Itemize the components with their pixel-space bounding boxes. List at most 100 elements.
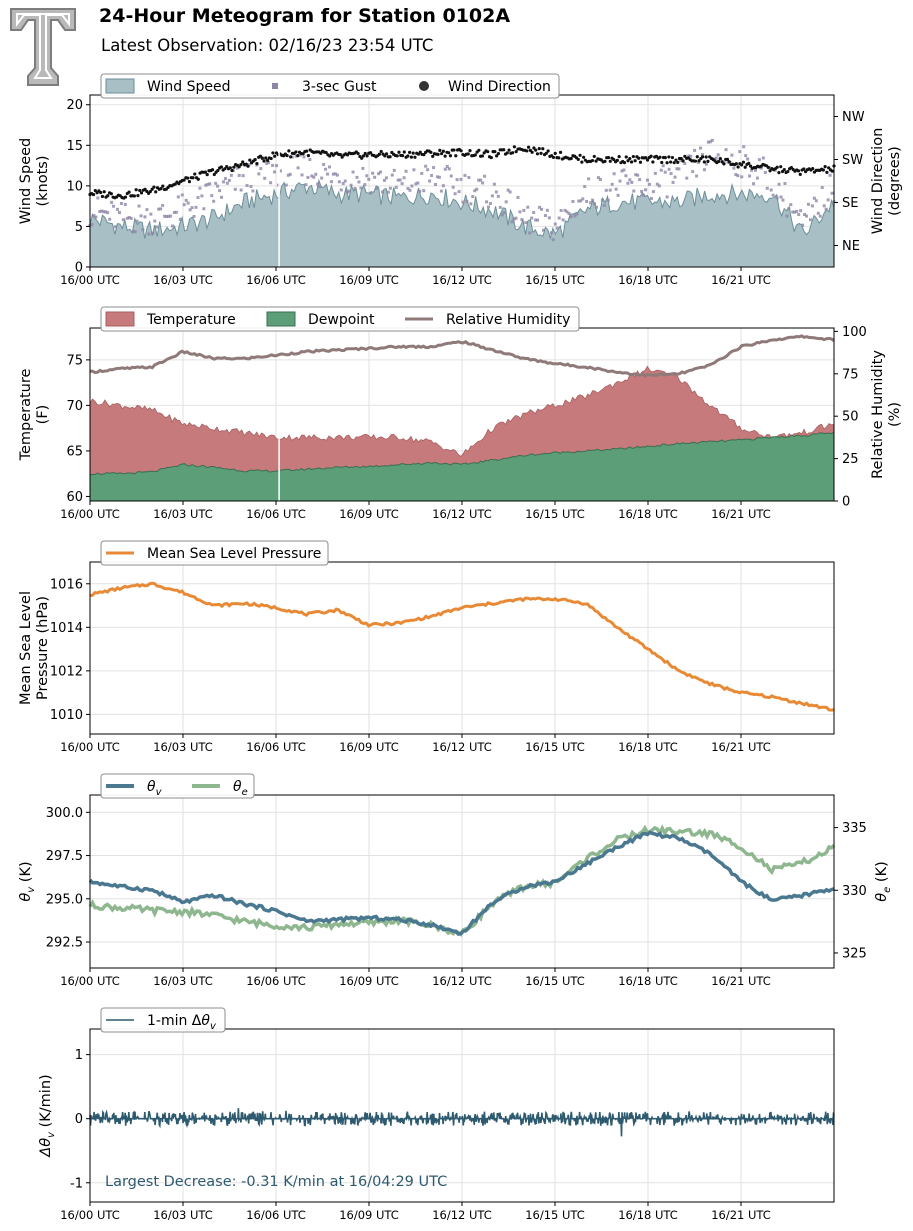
gust-point xyxy=(416,181,420,185)
gust-point xyxy=(386,190,390,194)
gust-point xyxy=(345,190,349,194)
direction-point xyxy=(182,178,186,182)
gust-point xyxy=(818,214,822,218)
gust-point xyxy=(306,175,310,179)
gust-point xyxy=(783,182,787,186)
direction-point xyxy=(649,154,653,158)
gust-point xyxy=(634,173,638,177)
y2-tick-label: 325 xyxy=(842,946,867,961)
direction-point xyxy=(727,160,731,164)
gust-point xyxy=(759,166,763,170)
gust-point xyxy=(540,207,544,211)
x-tick-label: 16/06 UTC xyxy=(246,974,306,988)
y2-tick-label: 25 xyxy=(842,452,859,467)
x-tick-label: 16/12 UTC xyxy=(432,974,492,988)
gust-point xyxy=(549,231,553,235)
series-mslp xyxy=(89,581,835,712)
direction-point xyxy=(674,158,678,162)
x-tick-label: 16/15 UTC xyxy=(525,974,585,988)
direction-point xyxy=(186,176,190,180)
gust-point xyxy=(644,188,648,192)
direction-point xyxy=(411,151,415,155)
gust-point xyxy=(512,217,516,221)
gust-point xyxy=(504,200,508,204)
gust-point xyxy=(777,182,781,186)
gust-point xyxy=(541,228,545,232)
direction-point xyxy=(258,154,263,158)
gust-point xyxy=(553,222,557,226)
direction-point xyxy=(377,152,382,156)
direction-point xyxy=(629,160,634,164)
gust-point xyxy=(216,184,220,188)
gust-point xyxy=(322,162,326,166)
direction-point xyxy=(608,159,612,163)
direction-point xyxy=(558,150,563,154)
direction-point xyxy=(701,155,705,159)
gust-point xyxy=(251,189,255,193)
gust-point xyxy=(369,191,373,195)
y-tick-label: 65 xyxy=(66,444,83,459)
gust-point xyxy=(793,210,797,214)
direction-point xyxy=(306,154,311,158)
direction-point xyxy=(328,154,332,158)
gust-point xyxy=(810,204,814,208)
gust-point xyxy=(161,203,165,207)
direction-point xyxy=(246,164,250,168)
gust-point xyxy=(602,203,606,207)
gust-point xyxy=(675,167,679,171)
gust-point xyxy=(167,214,171,218)
direction-point xyxy=(553,151,557,155)
y-axis-label: θv (K) xyxy=(18,861,37,901)
gust-point xyxy=(443,167,447,171)
gust-point xyxy=(532,211,536,215)
gust-point xyxy=(210,194,214,198)
gust-point xyxy=(170,224,174,228)
y-tick-label: 75 xyxy=(66,353,83,368)
direction-point xyxy=(452,148,456,152)
gust-point xyxy=(115,207,119,211)
gust-point xyxy=(92,214,96,218)
direction-point xyxy=(681,159,685,163)
series-wind-speed xyxy=(89,178,835,268)
direction-point xyxy=(239,163,243,167)
gust-point xyxy=(510,220,514,224)
direction-point xyxy=(289,155,293,159)
gust-point xyxy=(543,214,547,218)
direction-point xyxy=(287,149,291,153)
gust-point xyxy=(349,183,353,187)
direction-point xyxy=(665,161,669,165)
gust-point xyxy=(108,217,112,221)
gust-point xyxy=(343,179,347,183)
direction-point xyxy=(340,155,344,159)
y-tick-label: 10 xyxy=(66,179,83,194)
gust-point xyxy=(573,214,577,218)
gust-point xyxy=(182,203,186,207)
plot-frame xyxy=(89,1028,835,1203)
direction-point xyxy=(592,154,596,159)
gust-point xyxy=(457,190,461,194)
gust-point xyxy=(174,210,178,214)
direction-point xyxy=(448,154,453,158)
y-tick-label: 60 xyxy=(66,490,83,505)
gust-point xyxy=(269,181,273,185)
direction-point xyxy=(786,169,790,174)
gust-point xyxy=(481,181,485,185)
gust-point xyxy=(616,193,620,197)
gust-point xyxy=(667,167,671,171)
direction-point xyxy=(617,154,621,159)
direction-point xyxy=(535,152,540,156)
gust-point xyxy=(257,172,261,176)
direction-point xyxy=(91,192,96,197)
direction-point xyxy=(638,160,643,164)
x-tick-label: 16/12 UTC xyxy=(432,740,492,754)
gust-point xyxy=(329,180,333,184)
gust-point xyxy=(245,184,249,188)
direction-point xyxy=(615,158,619,162)
gust-point xyxy=(129,216,133,220)
y-axis-label: (F) xyxy=(35,405,51,425)
gust-point xyxy=(367,177,371,181)
gust-point xyxy=(326,172,330,176)
gust-point xyxy=(149,212,153,216)
direction-point xyxy=(139,191,144,195)
